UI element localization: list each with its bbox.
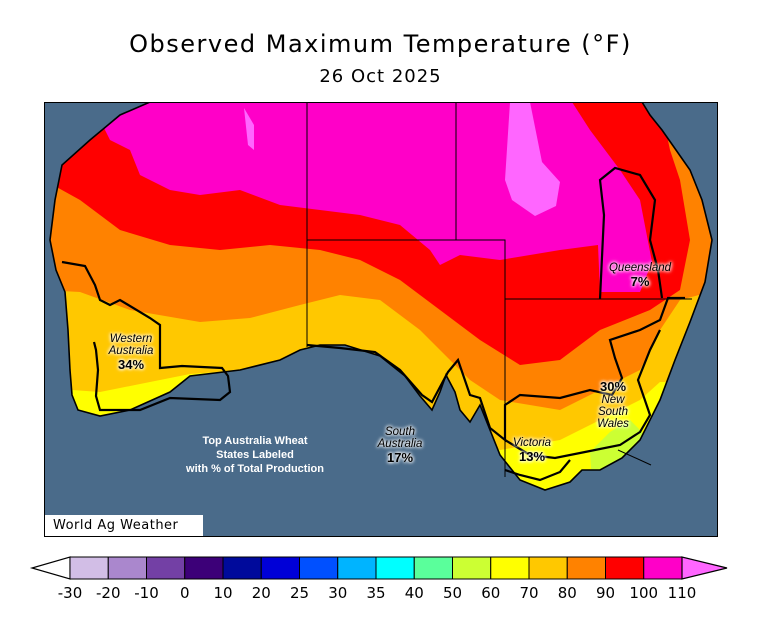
label-new-south-wales: 30% New South Wales [580,379,646,430]
state-name: South [597,406,629,418]
legend-tick-label: 90 [596,584,615,602]
legend-tick-label: 25 [290,584,309,602]
color-legend: -30 -20 -10 0 10 20 25 30 35 40 50 60 70 80 90 100 110 [29,556,728,602]
state-borders [306,102,692,477]
band-over-110-west [244,108,254,150]
wheat-note: Top Australia Wheat States Labeled with … [175,434,335,476]
legend-tick-label: 10 [213,584,232,602]
note-line: with % of Total Production [186,463,324,475]
legend-tick-label: 80 [558,584,577,602]
legend-tick-label: 35 [366,584,385,602]
state-name: Western [109,333,153,345]
state-name: Australia [377,438,423,450]
legend-swatch [184,556,224,580]
legend-tick-label: -10 [134,584,159,602]
wheat-belt-outlines [61,166,685,482]
state-share: 30% [599,379,627,394]
legend-swatch [69,556,109,580]
legend-swatch [413,556,453,580]
label-queensland: Queensland 7% [602,262,678,289]
legend-swatch [337,556,377,580]
state-share: 7% [630,274,650,289]
legend-swatch [528,556,568,580]
legend-tick-label: 70 [519,584,538,602]
state-name: Queensland [608,262,672,274]
legend-tick-label: 20 [252,584,271,602]
state-share: 13% [518,449,546,464]
label-south-australia: South Australia 17% [365,426,435,465]
legend-tick-label: 30 [328,584,347,602]
legend-tick-label: 50 [443,584,462,602]
legend-swatch [490,556,530,580]
legend-swatch [566,556,606,580]
legend-swatch [260,556,300,580]
state-name: South [384,426,416,438]
label-victoria: Victoria 13% [502,437,562,464]
state-name: Wales [597,418,629,430]
band-over-110 [505,102,560,216]
legend-swatch [107,556,147,580]
map-title: Observed Maximum Temperature (°F) [129,30,632,58]
note-line: Top Australia Wheat [202,435,308,447]
state-name: New [601,394,625,406]
label-western-australia: Western Australia 34% [96,333,166,372]
state-name: Australia [108,345,154,357]
legend-tick-label: -20 [96,584,121,602]
note-line: States Labeled [216,449,294,461]
state-share: 34% [117,357,145,372]
legend-swatch [222,556,262,580]
state-share: 17% [386,450,414,465]
legend-tick-label: 0 [180,584,190,602]
legend-over-arrow [681,556,728,580]
legend-under-arrow [29,556,71,580]
legend-tick-label: 60 [481,584,500,602]
map-date: 26 Oct 2025 [319,66,442,87]
legend-tick-label: -30 [58,584,83,602]
legend-swatch [299,556,339,580]
legend-swatch [643,556,683,580]
state-name: Victoria [512,437,552,449]
legend-swatch [452,556,492,580]
credit-box: World Ag Weather [45,515,203,536]
legend-tick-label: 110 [668,584,697,602]
legend-tick-label: 100 [629,584,658,602]
legend-swatch [605,556,645,580]
legend-tick-label: 40 [405,584,424,602]
legend-swatch [375,556,415,580]
legend-swatch [146,556,186,580]
